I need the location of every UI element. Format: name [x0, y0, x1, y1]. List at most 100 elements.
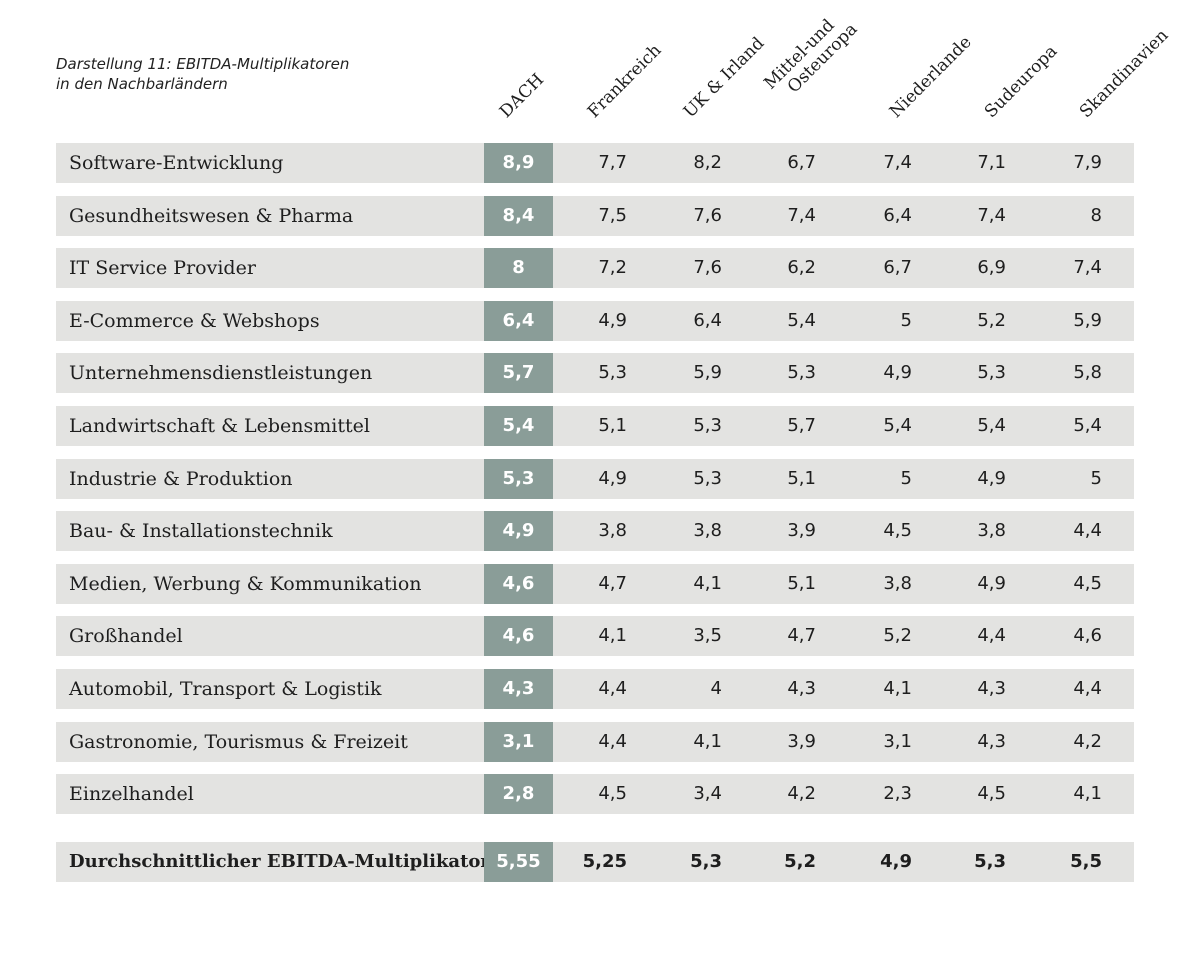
table-row: Einzelhandel 2,8 4,5 3,4 4,2 2,3 4,5 4,1 — [56, 774, 1134, 814]
column-header-label: Frankreich — [583, 40, 666, 122]
value-cell: 5,3 — [977, 362, 1006, 383]
value-cell: 4,1 — [1073, 783, 1102, 804]
value-cell: 5,9 — [693, 362, 722, 383]
row-label: Automobil, Transport & Logistik — [69, 678, 382, 700]
column-header-label: Sudeuropa — [980, 41, 1062, 123]
dach-value-cell: 4,3 — [484, 669, 553, 709]
value-cell: 4,6 — [1073, 625, 1102, 646]
value-cell: 3,8 — [598, 520, 627, 541]
value-cell: 4,5 — [977, 783, 1006, 804]
table-row: E-Commerce & Webshops 6,4 4,9 6,4 5,4 5 5,2 5,9 — [56, 301, 1134, 341]
value-cell: 4,9 — [977, 573, 1006, 594]
value-cell: 5,8 — [1073, 362, 1102, 383]
value-cell: 5,1 — [598, 415, 627, 436]
value-cell: 3,8 — [977, 520, 1006, 541]
value-cell: 4,2 — [1073, 731, 1102, 752]
table-row: Automobil, Transport & Logistik 4,3 4,4 4 4,… — [56, 669, 1134, 709]
value-cell: 4,5 — [1073, 573, 1102, 594]
value-cell: 4,4 — [598, 678, 627, 699]
column-header-label: Niederlande — [885, 32, 976, 122]
value-cell: 5,7 — [787, 415, 816, 436]
row-label: Software-Entwicklung — [69, 152, 284, 174]
table-row: Medien, Werbung & Kommunikation 4,6 4,7 4,1… — [56, 564, 1134, 604]
dach-value-cell: 4,6 — [484, 616, 553, 656]
value-cell: 5,2 — [883, 625, 912, 646]
dach-value-cell: 8 — [484, 248, 553, 288]
value-cell: 4,1 — [883, 678, 912, 699]
value-cell: 4,4 — [1073, 678, 1102, 699]
value-cell: 2,3 — [883, 783, 912, 804]
value-cell: 4,9 — [598, 468, 627, 489]
dach-value-cell: 8,9 — [484, 143, 553, 183]
column-header: DACH — [495, 69, 549, 122]
value-cell: 4,7 — [598, 573, 627, 594]
value-cell: 4,9 — [598, 310, 627, 331]
value-cell: 7,4 — [977, 205, 1006, 226]
table-row: Unternehmensdienstleistungen 5,7 5,3 5,9 5,3… — [56, 353, 1134, 393]
dach-value-cell: 5,55 — [484, 842, 553, 882]
value-cell: 4,3 — [977, 678, 1006, 699]
row-label: Unternehmensdienstleistungen — [69, 362, 373, 384]
value-cell: 3,8 — [883, 573, 912, 594]
column-header: Skandinavien — [1076, 25, 1173, 122]
value-cell: 7,9 — [1073, 152, 1102, 173]
total-row: Durchschnittlicher EBITDA-Multiplikator 5… — [56, 842, 1134, 882]
row-label: Großhandel — [69, 625, 183, 647]
value-cell: 4,1 — [693, 573, 722, 594]
dach-value-cell: 2,8 — [484, 774, 553, 814]
value-cell: 5,4 — [883, 415, 912, 436]
value-cell: 5,4 — [977, 415, 1006, 436]
value-cell: 4,1 — [693, 731, 722, 752]
value-cell: 5,3 — [787, 362, 816, 383]
row-label: Industrie & Produktion — [69, 468, 293, 490]
value-cell: 4,4 — [977, 625, 1006, 646]
column-header: Frankreich — [583, 40, 666, 122]
row-label: Landwirtschaft & Lebensmittel — [69, 415, 370, 437]
row-label: Bau- & Installationstechnik — [69, 520, 333, 542]
value-cell: 4,3 — [977, 731, 1006, 752]
value-cell: 6,2 — [787, 257, 816, 278]
row-label: Gesundheitswesen & Pharma — [69, 205, 354, 227]
value-cell: 5 — [900, 468, 912, 489]
dach-value-cell: 4,9 — [484, 511, 553, 551]
value-cell: 7,4 — [787, 205, 816, 226]
value-cell: 6,7 — [787, 152, 816, 173]
caption-subtitle: in den Nachbarländern — [56, 75, 228, 93]
table-row: Großhandel 4,6 4,1 3,5 4,7 5,2 4,4 4,6 — [56, 616, 1134, 656]
value-cell: 5,4 — [1073, 415, 1102, 436]
value-cell: 7,2 — [598, 257, 627, 278]
value-cell: 4,4 — [1073, 520, 1102, 541]
value-cell: 6,9 — [977, 257, 1006, 278]
value-cell: 5,3 — [598, 362, 627, 383]
value-cell: 5,2 — [784, 851, 816, 872]
value-cell: 7,6 — [693, 257, 722, 278]
value-cell: 3,1 — [883, 731, 912, 752]
value-cell: 6,7 — [883, 257, 912, 278]
value-cell: 5,4 — [787, 310, 816, 331]
column-header-label: DACH — [495, 69, 549, 122]
value-cell: 7,1 — [977, 152, 1006, 173]
table-row: Software-Entwicklung 8,9 7,7 8,2 6,7 7,4 7,1 7,… — [56, 143, 1134, 183]
total-row-label: Durchschnittlicher EBITDA-Multiplikator — [69, 851, 490, 872]
column-header: Mittel-und Osteuropa — [760, 7, 861, 107]
value-cell: 6,4 — [883, 205, 912, 226]
value-cell: 5,3 — [974, 851, 1006, 872]
value-cell: 3,5 — [693, 625, 722, 646]
value-cell: 4,3 — [787, 678, 816, 699]
column-header: UK & Irland — [680, 33, 769, 122]
value-cell: 4,2 — [787, 783, 816, 804]
value-cell: 7,4 — [883, 152, 912, 173]
value-cell: 7,5 — [598, 205, 627, 226]
value-cell: 4,4 — [598, 731, 627, 752]
value-cell: 7,4 — [1073, 257, 1102, 278]
value-cell: 4,9 — [977, 468, 1006, 489]
value-cell: 3,9 — [787, 731, 816, 752]
value-cell: 3,9 — [787, 520, 816, 541]
value-cell: 5,5 — [1070, 851, 1102, 872]
value-cell: 4,7 — [787, 625, 816, 646]
value-cell: 4,5 — [883, 520, 912, 541]
value-cell: 8,2 — [693, 152, 722, 173]
value-cell: 5 — [1090, 468, 1102, 489]
dach-value-cell: 4,6 — [484, 564, 553, 604]
value-cell: 4,9 — [880, 851, 912, 872]
